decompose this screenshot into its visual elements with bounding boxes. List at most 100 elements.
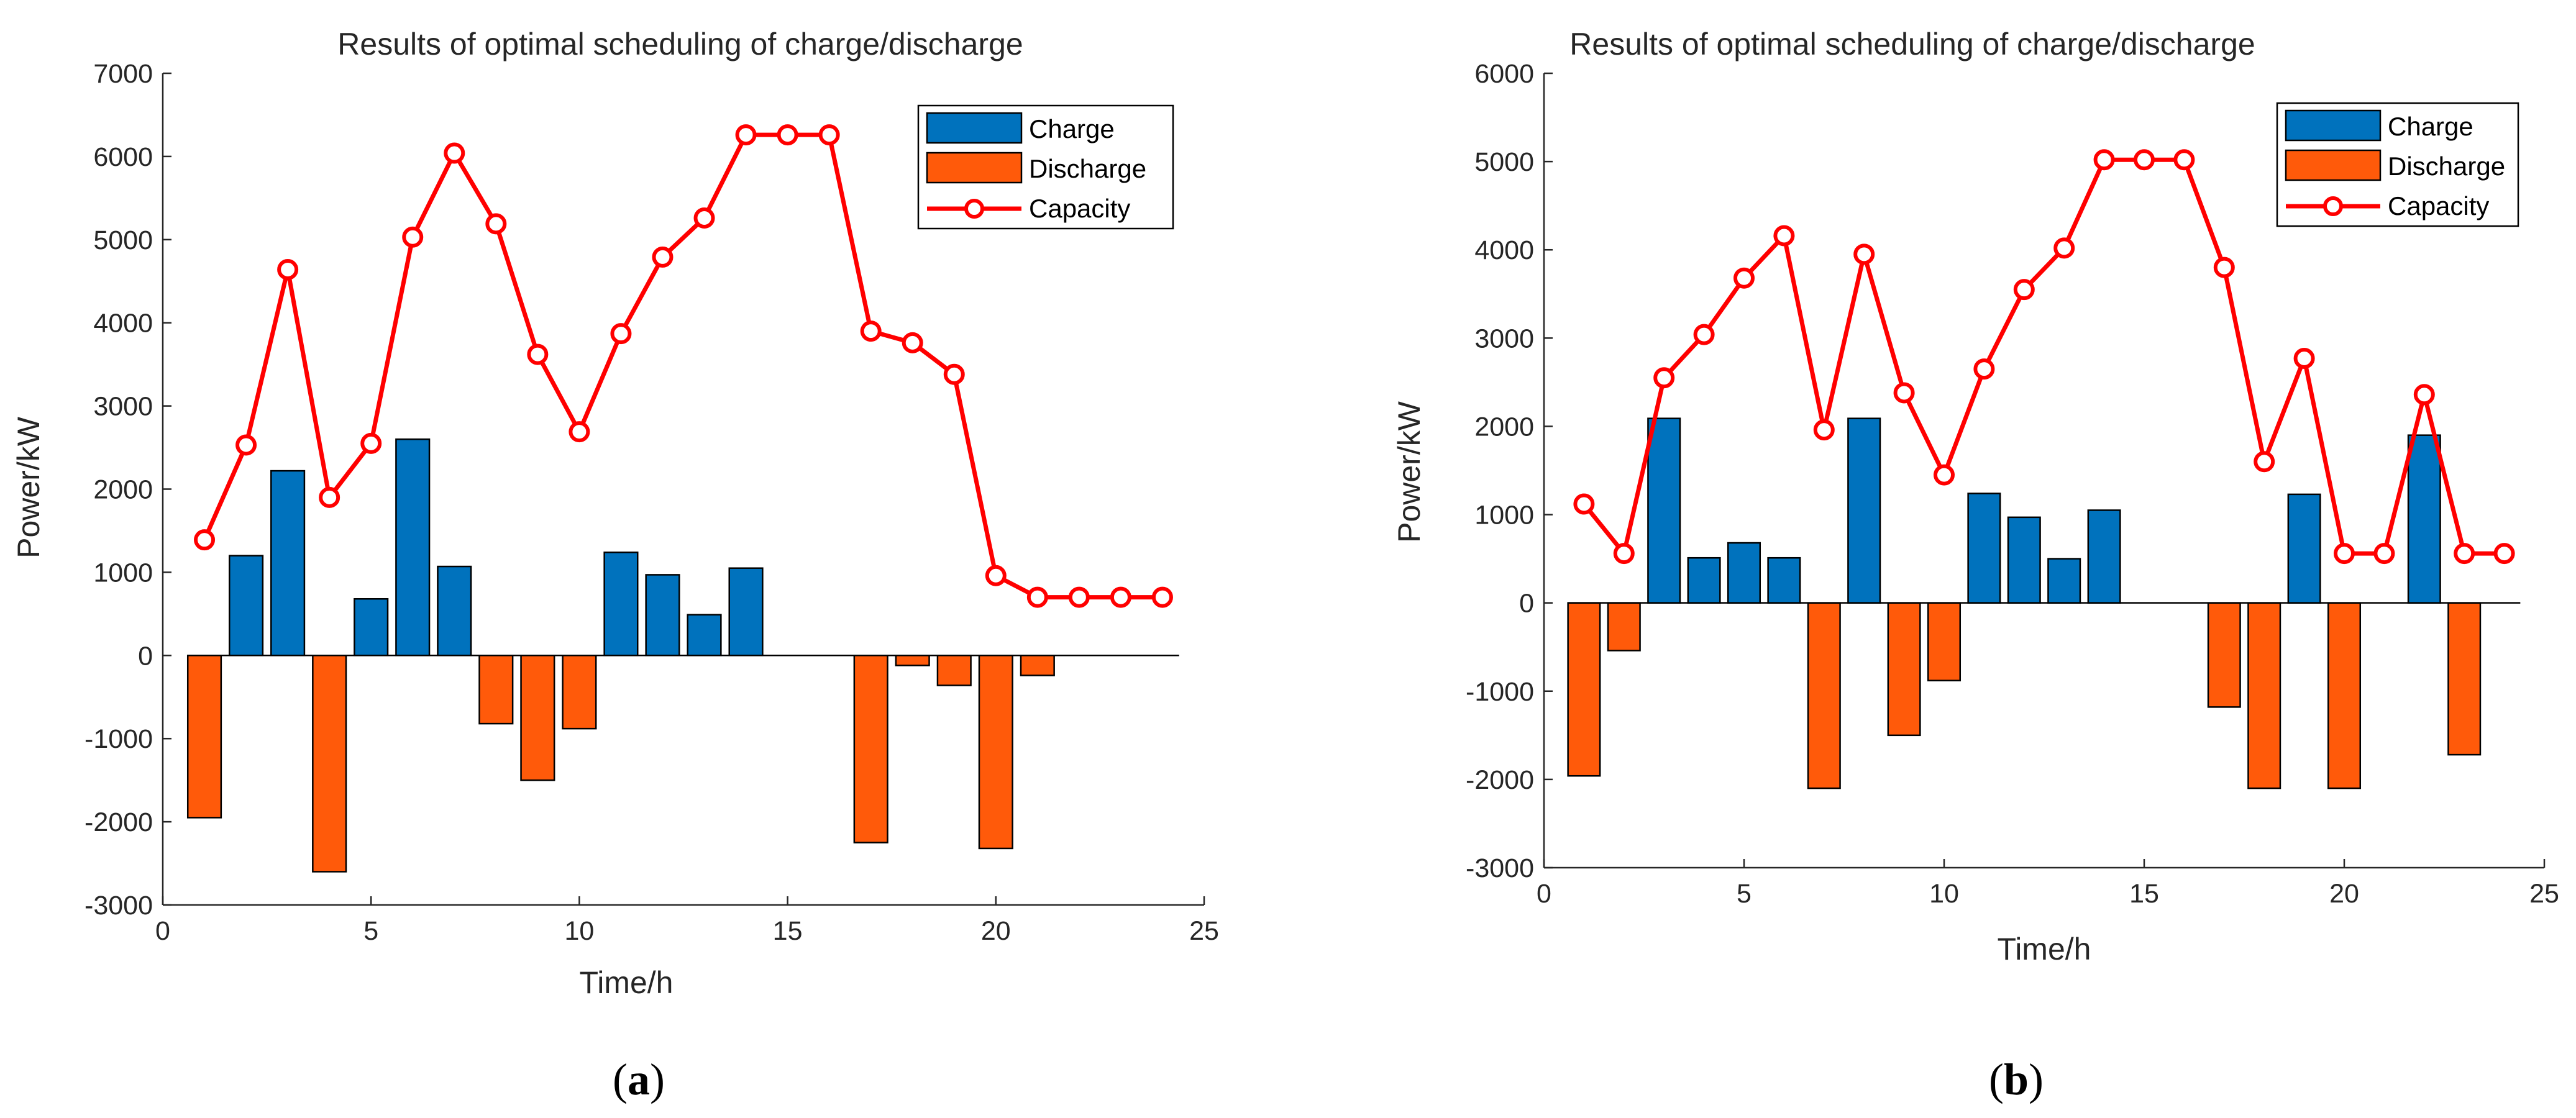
x-tick-label: 10: [1929, 879, 1959, 909]
chart-panel-a: Results of optimal scheduling of charge/…: [11, 27, 1219, 1104]
charge-bar: [1847, 417, 1881, 604]
y-axis-label: Power/kW: [11, 416, 46, 558]
discharge-bar: [1020, 655, 1055, 676]
charge-bar: [1727, 542, 1761, 604]
legend: Charge Discharge Capacity: [917, 104, 1174, 230]
x-axis-label: Time/h: [580, 965, 674, 1000]
capacity-point: [444, 142, 465, 164]
charge-bar: [2407, 434, 2441, 604]
discharge-bar: [895, 655, 930, 666]
capacity-point: [1893, 382, 1915, 404]
capacity-point: [985, 565, 1007, 586]
capacity-point: [527, 343, 549, 365]
capacity-point: [2454, 543, 2475, 565]
legend-charge-swatch: [2285, 109, 2382, 142]
y-tick-label: 3000: [1474, 324, 1534, 353]
charge-bar: [2087, 509, 2121, 604]
capacity-point: [277, 259, 299, 281]
discharge-bar: [936, 655, 972, 686]
capacity-point: [194, 529, 216, 551]
y-tick-label: 7000: [93, 59, 153, 89]
y-tick-label: -2000: [84, 807, 153, 837]
legend-capacity-marker: [964, 199, 984, 219]
chart-panel-b: Results of optimal scheduling of charge/…: [1392, 27, 2559, 1104]
capacity-point: [1733, 267, 1755, 289]
discharge-bar: [2207, 602, 2241, 708]
discharge-bar: [520, 655, 555, 781]
capacity-point: [2293, 348, 2315, 370]
y-tick-label: 5000: [93, 225, 153, 255]
capacity-point: [2173, 149, 2195, 171]
y-tick-label: 6000: [1474, 59, 1534, 89]
y-tick-label: 3000: [93, 392, 153, 422]
y-tick-label: 1000: [93, 558, 153, 588]
legend-discharge-swatch: [2285, 149, 2382, 181]
charge-bar: [1967, 493, 2001, 604]
y-tick-label: -2000: [1466, 765, 1534, 795]
capacity-point: [402, 226, 424, 248]
charge-bar: [1687, 557, 1721, 604]
panel-caption: (a): [613, 1055, 665, 1104]
capacity-point: [569, 421, 590, 443]
y-tick-label: 6000: [93, 142, 153, 172]
capacity-point: [777, 124, 798, 146]
y-tick-label: -3000: [84, 891, 153, 920]
discharge-bar: [2447, 602, 2482, 756]
charge-bar: [270, 470, 306, 657]
y-tick-label: 5000: [1474, 147, 1534, 177]
discharge-bar: [1807, 602, 1841, 789]
x-tick-label: 15: [2129, 879, 2159, 909]
legend-discharge-swatch: [926, 152, 1023, 184]
discharge-bar: [2247, 602, 2281, 789]
y-tick-label: -1000: [84, 724, 153, 754]
capacity-point: [360, 432, 382, 454]
discharge-bar: [978, 655, 1013, 850]
discharge-bar: [1567, 602, 1601, 777]
y-tick-label: 4000: [1474, 235, 1534, 265]
capacity-point: [1068, 586, 1090, 608]
charge-bar: [1767, 557, 1801, 604]
capacity-point: [2373, 543, 2395, 565]
x-axis-label: Time/h: [1998, 932, 2091, 966]
charge-bar: [395, 438, 431, 657]
charge-bar: [1647, 417, 1681, 604]
capacity-point: [2134, 149, 2155, 171]
capacity-point: [2493, 543, 2515, 565]
x-tick-label: 20: [981, 916, 1011, 946]
charge-bar: [2007, 516, 2041, 604]
capacity-point: [943, 363, 965, 385]
capacity-point: [1026, 586, 1048, 608]
legend-label: Discharge: [2388, 152, 2505, 181]
capacity-point: [2053, 237, 2075, 259]
x-tick-label: 15: [773, 916, 803, 946]
capacity-point: [2213, 257, 2235, 278]
discharge-bar: [1607, 602, 1641, 652]
capacity-point: [2413, 384, 2435, 406]
y-tick-label: 0: [138, 641, 153, 671]
capacity-point: [1653, 367, 1675, 389]
capacity-point: [485, 213, 507, 235]
legend-label: Capacity: [2388, 191, 2489, 220]
y-tick-label: 0: [1519, 589, 1534, 619]
y-tick-label: -1000: [1466, 677, 1534, 707]
charge-bar: [645, 574, 680, 657]
capacity-point: [693, 207, 715, 229]
charge-bar: [603, 552, 639, 657]
charge-bar: [728, 567, 764, 657]
discharge-bar: [2327, 602, 2362, 789]
x-tick-label: 10: [564, 916, 594, 946]
discharge-bar: [186, 655, 222, 819]
capacity-point: [1573, 493, 1595, 515]
discharge-bar: [562, 655, 597, 730]
charge-bar: [229, 555, 264, 657]
legend: Charge Discharge Capacity: [2276, 102, 2519, 227]
capacity-point: [652, 246, 674, 268]
discharge-bar: [312, 655, 347, 873]
capacity-point: [2254, 451, 2275, 473]
x-tick-label: 5: [363, 916, 378, 946]
capacity-point: [2013, 279, 2035, 301]
charge-bar: [687, 614, 722, 657]
capacity-point: [1853, 243, 1875, 265]
capacity-point: [818, 124, 840, 146]
capacity-point: [1973, 358, 1995, 380]
